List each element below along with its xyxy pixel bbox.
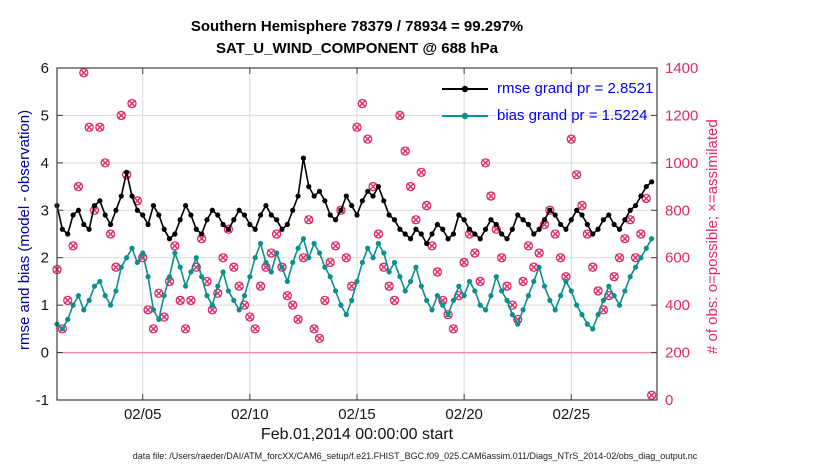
svg-text:1000: 1000 [665, 155, 698, 172]
svg-text:600: 600 [665, 250, 690, 267]
svg-text:800: 800 [665, 202, 690, 219]
svg-text:0: 0 [665, 392, 673, 409]
x-axis-label: Feb.01,2014 00:00:00 start [260, 426, 454, 443]
svg-text:1: 1 [41, 297, 49, 314]
legend-sample-rmse-icon [442, 85, 488, 92]
legend-item-bias: bias grand pr = 1.5224 [440, 103, 653, 128]
legend-sample-bias-icon [442, 112, 488, 119]
svg-text:1400: 1400 [665, 60, 698, 77]
svg-text:02/10: 02/10 [231, 406, 269, 423]
right-axis-label: # of obs: o=possible; ×=assimilated [704, 119, 721, 354]
data-file-caption: data file: /Users/raeder/DAI/ATM_forcXX/… [132, 451, 698, 461]
legend-label-rmse: rmse grand pr = 2.8521 [497, 80, 654, 97]
svg-text:02/15: 02/15 [338, 406, 376, 423]
svg-text:02/05: 02/05 [124, 406, 162, 423]
svg-text:02/25: 02/25 [553, 406, 591, 423]
chart-title: Southern Hemisphere 78379 / 78934 = 99.2… [190, 18, 524, 35]
svg-text:02/20: 02/20 [445, 406, 483, 423]
svg-text:0: 0 [41, 345, 49, 362]
svg-text:-1: -1 [36, 392, 49, 409]
legend-item-rmse: rmse grand pr = 2.8521 [440, 76, 653, 101]
svg-text:1200: 1200 [665, 107, 698, 124]
svg-text:200: 200 [665, 345, 690, 362]
svg-text:2: 2 [41, 250, 49, 267]
left-axis-label: rmse and bias (model - observation) [16, 109, 33, 350]
legend: rmse grand pr = 2.8521 bias grand pr = 1… [440, 76, 653, 128]
svg-text:6: 6 [41, 60, 49, 77]
svg-text:3: 3 [41, 202, 49, 219]
chart-subtitle: SAT_U_WIND_COMPONENT @ 688 hPa [216, 40, 498, 57]
legend-label-bias: bias grand pr = 1.5224 [497, 107, 648, 124]
svg-text:400: 400 [665, 297, 690, 314]
svg-text:5: 5 [41, 107, 49, 124]
svg-text:4: 4 [41, 155, 49, 172]
